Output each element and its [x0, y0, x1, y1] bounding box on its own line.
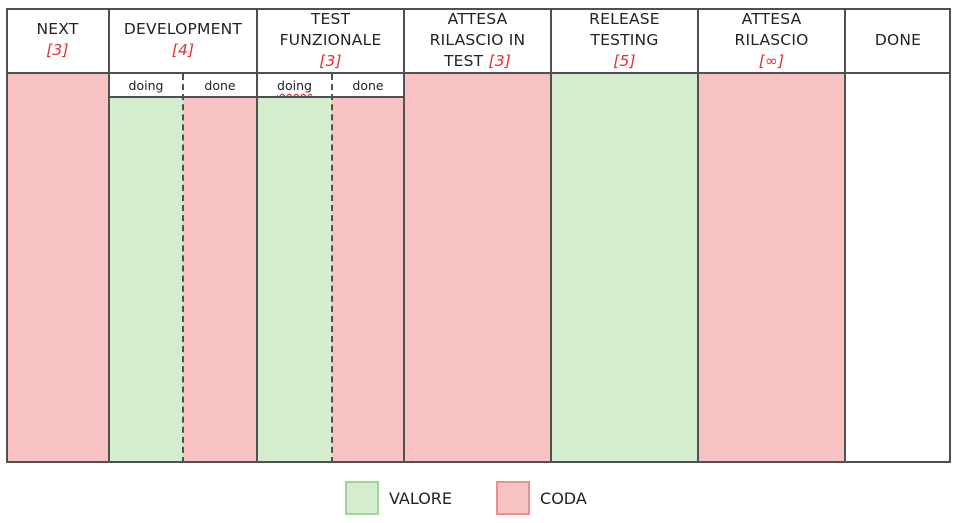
- wip-limit: [∞]: [758, 51, 785, 70]
- column-release-testing-area: [551, 74, 698, 463]
- column-title-line: ATTESA: [447, 9, 508, 28]
- subcolumn-done-label: done: [332, 74, 404, 96]
- development-doing-area: [109, 98, 183, 463]
- column-title-line: FUNZIONALE: [279, 30, 382, 49]
- column-next-header: NEXT [3]: [6, 8, 109, 72]
- wip-limit: [4]: [171, 41, 195, 59]
- column-title-line: RILASCIO: [734, 30, 809, 49]
- column-title-line: TESTING: [590, 30, 659, 49]
- subcolumn-dashed-divider: [182, 74, 184, 463]
- column-title: DEVELOPMENT: [123, 20, 243, 38]
- column-divider: [108, 8, 110, 463]
- column-divider: [697, 8, 699, 463]
- subcolumn-doing-label: doing: [257, 74, 332, 96]
- column-test-funzionale-header: TEST FUNZIONALE [3]: [257, 8, 404, 72]
- column-test-funzionale: TEST FUNZIONALE [3] doing done: [257, 8, 404, 463]
- wip-limit: [3]: [488, 51, 512, 70]
- legend: VALORE CODA: [345, 481, 631, 515]
- legend-label-coda: CODA: [540, 488, 587, 508]
- subcolumn-dashed-divider: [331, 74, 333, 463]
- legend-label-valore: VALORE: [389, 488, 453, 508]
- wip-limit: [3]: [46, 41, 69, 59]
- column-attesa-rilascio-in-test-header: ATTESA RILASCIO IN TEST [3]: [404, 8, 551, 72]
- test-funzionale-done-area: [332, 98, 404, 463]
- wip-limit: [3]: [319, 51, 342, 70]
- column-attesa-rilascio: ATTESA RILASCIO [∞]: [698, 8, 845, 463]
- wip-limit: [5]: [613, 51, 636, 70]
- column-divider: [256, 8, 258, 463]
- column-next-area: [6, 74, 109, 463]
- column-title-line: TEST: [310, 9, 351, 28]
- header-divider: [6, 72, 951, 74]
- column-done-header: DONE: [845, 8, 951, 72]
- column-divider: [403, 8, 405, 463]
- column-title-line: RELEASE: [589, 9, 660, 28]
- column-title-line: RILASCIO IN: [429, 30, 526, 49]
- column-development: DEVELOPMENT [4] doing done: [109, 8, 257, 463]
- column-title-line: TEST [3]: [443, 51, 512, 70]
- column-title-line: ATTESA: [741, 9, 802, 28]
- column-title: DONE: [874, 30, 922, 49]
- column-divider: [550, 8, 552, 463]
- column-attesa-rilascio-in-test-area: [404, 74, 551, 463]
- column-attesa-rilascio-header: ATTESA RILASCIO [∞]: [698, 8, 845, 72]
- column-release-testing-header: RELEASE TESTING [5]: [551, 8, 698, 72]
- test-funzionale-doing-area: [257, 98, 332, 463]
- kanban-board: NEXT [3] DEVELOPMENT [4] doing done TEST…: [6, 8, 951, 463]
- development-done-area: [183, 98, 257, 463]
- legend-swatch-coda: [496, 481, 531, 515]
- column-next: NEXT [3]: [6, 8, 109, 463]
- column-done: DONE: [845, 8, 951, 463]
- subcolumn-doing-label: doing: [109, 74, 183, 96]
- column-title: NEXT: [36, 20, 79, 38]
- column-release-testing: RELEASE TESTING [5]: [551, 8, 698, 463]
- column-development-header: DEVELOPMENT [4]: [109, 8, 257, 72]
- legend-swatch-valore: [345, 481, 379, 515]
- column-done-area: [845, 74, 951, 463]
- column-divider: [844, 8, 846, 463]
- subcolumn-done-label: done: [183, 74, 257, 96]
- column-attesa-rilascio-in-test: ATTESA RILASCIO IN TEST [3]: [404, 8, 551, 463]
- column-attesa-rilascio-area: [698, 74, 845, 463]
- subheader-divider: [257, 96, 404, 98]
